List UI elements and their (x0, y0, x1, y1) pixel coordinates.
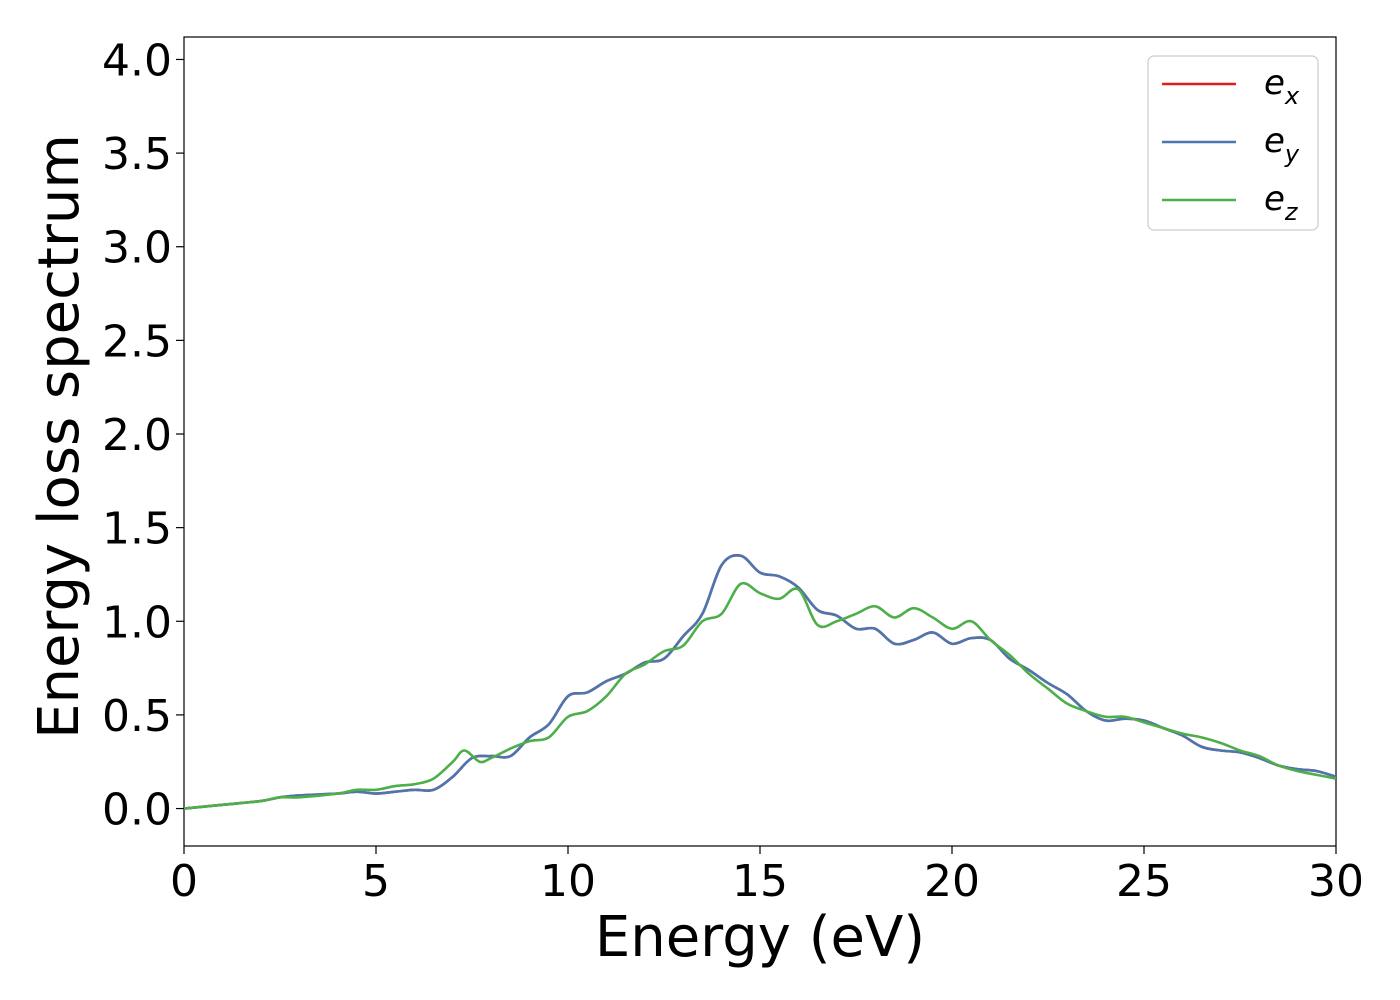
y-tick-label: 1.0 (102, 597, 172, 648)
legend-label-x: ex (1264, 63, 1300, 110)
y-tick-label: 3.0 (102, 223, 172, 274)
y-tick-label: 2.0 (102, 410, 172, 461)
x-tick-label: 30 (1308, 856, 1364, 907)
y-tick-label: 3.5 (102, 129, 172, 180)
legend-label-y: ey (1264, 121, 1300, 168)
legend-subscript: x (1284, 82, 1300, 110)
y-tick-label: 2.5 (102, 316, 172, 367)
legend-subscript: z (1284, 198, 1299, 226)
x-tick-label: 25 (1116, 856, 1172, 907)
x-axis-ticks: 0 5 10 15 20 25 30 (170, 846, 1364, 907)
x-tick-label: 20 (924, 856, 980, 907)
series-layer (184, 554, 1336, 810)
y-tick-label: 4.0 (102, 35, 172, 86)
x-tick-label: 15 (732, 856, 788, 907)
legend-subscript: y (1284, 140, 1300, 168)
y-tick-label: 0.5 (102, 691, 172, 742)
legend-label-z: ez (1264, 179, 1299, 226)
legend-name: e (1264, 63, 1285, 103)
series-line-z (184, 581, 1336, 810)
x-tick-label: 5 (362, 856, 390, 907)
x-axis-label: Energy (eV) (595, 905, 925, 970)
y-tick-label: 0.0 (102, 785, 172, 836)
legend-name: e (1264, 121, 1285, 161)
y-axis-ticks: 0.0 0.5 1.0 1.5 2.0 2.5 3.0 3.5 4.0 (102, 35, 184, 836)
x-tick-label: 10 (540, 856, 596, 907)
x-tick-label: 0 (170, 856, 198, 907)
y-axis-label: Energy loss spectrum (27, 134, 92, 739)
legend-name: e (1264, 179, 1285, 219)
y-tick-label: 1.5 (102, 504, 172, 555)
